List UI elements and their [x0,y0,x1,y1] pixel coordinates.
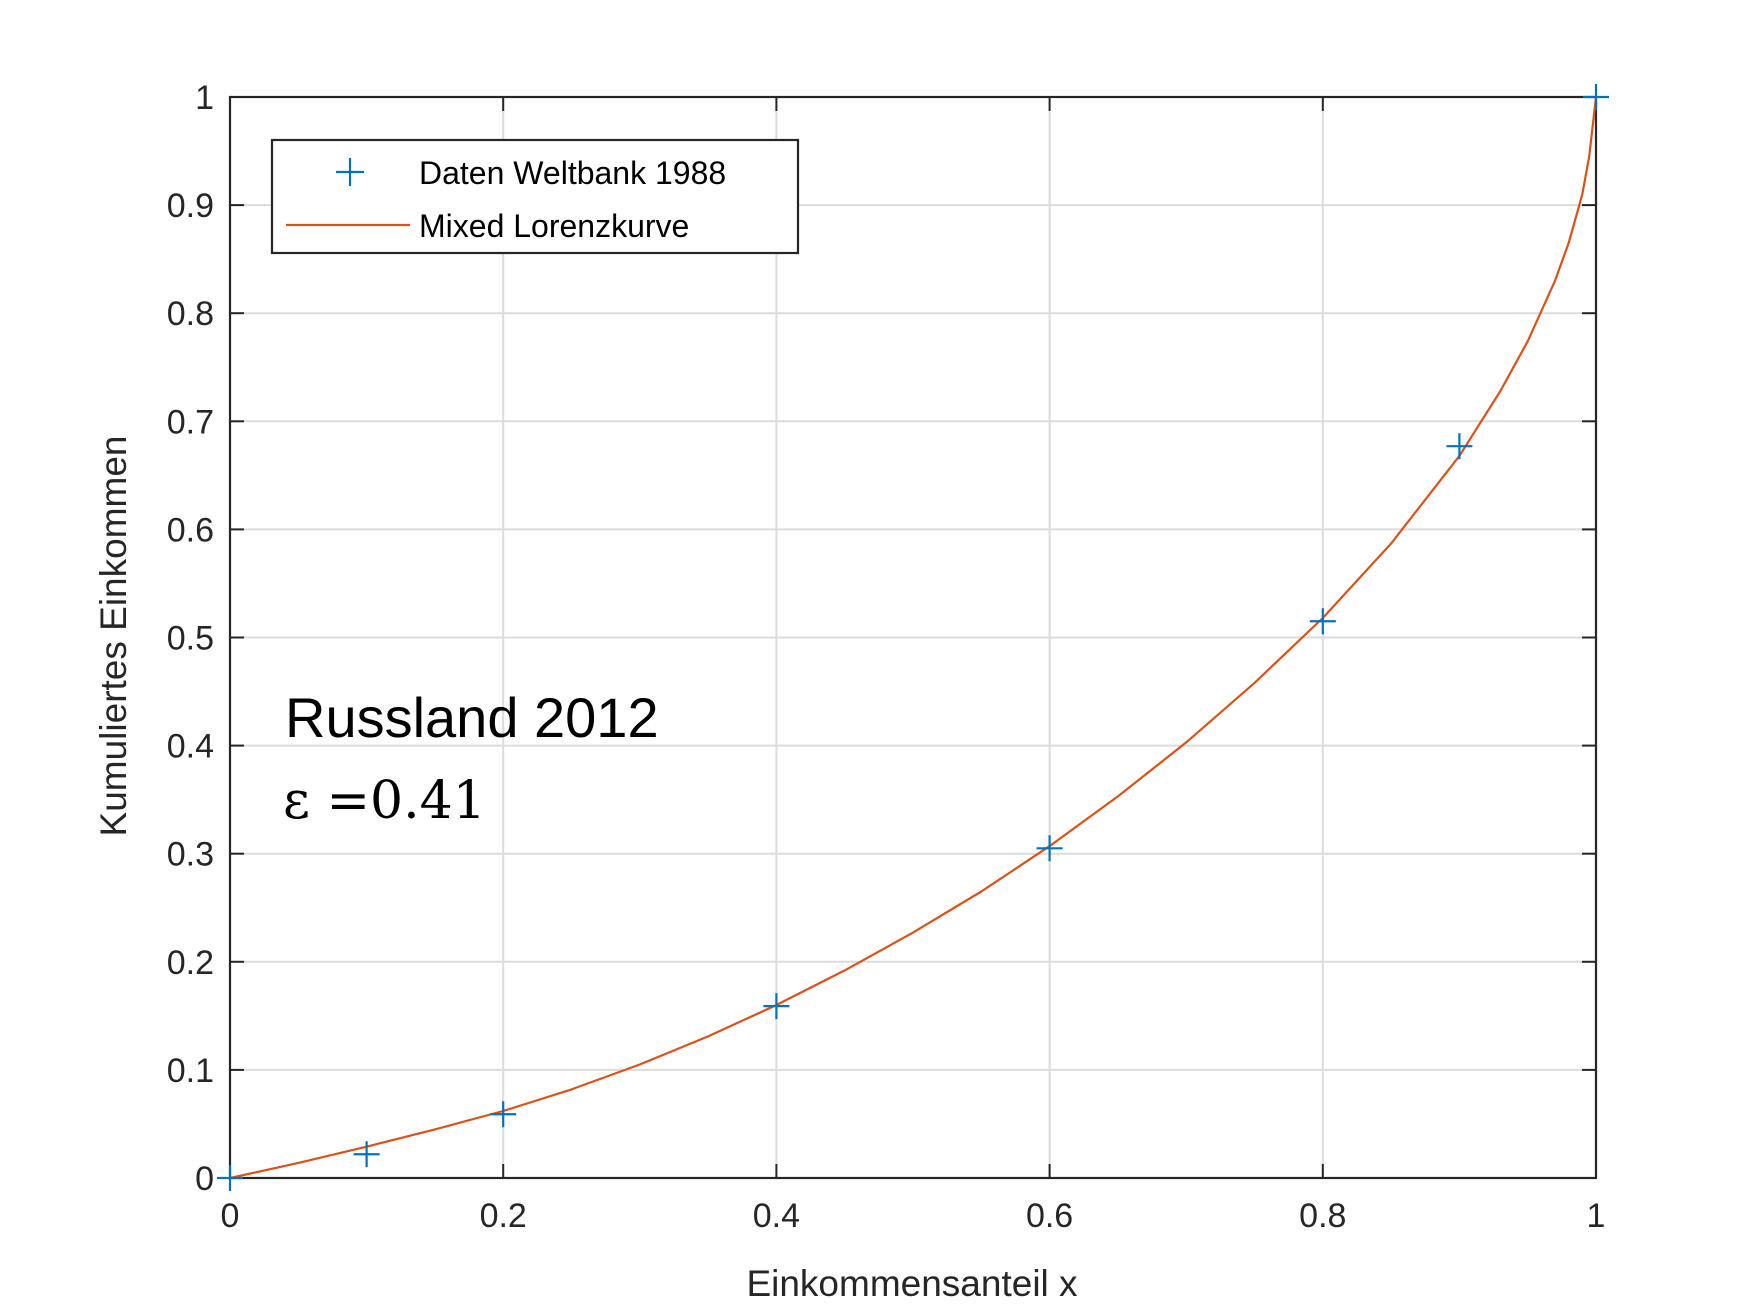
x-tick-label: 1 [1587,1197,1606,1235]
y-tick-label: 0.4 [167,728,214,766]
x-tick-label: 0.6 [1026,1197,1073,1235]
data-point-marker [490,1101,517,1128]
y-tick-label: 0.2 [167,944,214,982]
y-tick-label: 0.7 [167,403,214,441]
y-tick-label: 0.9 [167,187,214,225]
data-point-marker [353,1141,380,1168]
plot-area [217,84,1609,1191]
x-tick-label: 0.2 [480,1197,527,1235]
y-tick-label: 0.1 [167,1052,214,1090]
axes [228,95,1598,1180]
y-tick-label: 0 [195,1160,214,1198]
annotation-title: Russland 2012 [285,686,659,749]
y-tick-label: 1 [195,79,214,117]
legend-marker-data [336,158,364,186]
data-point-marker [1036,835,1063,862]
axes-box [228,95,1598,1180]
data-point-marker [1583,84,1609,110]
series-line-mixed-lorenzkurve [229,96,1598,1180]
legend-label-curve: Mixed Lorenzkurve [419,208,689,244]
y-axis-label: Kumuliertes Einkommen [93,436,134,837]
annotation-epsilon: ε =0.41 [283,771,486,831]
y-tick-label: 0.3 [167,836,214,874]
legend: Daten Weltbank 1988 Mixed Lorenzkurve [270,138,800,255]
data-point-marker [1309,608,1336,635]
legend-box [270,138,800,255]
x-tick-label: 0 [221,1197,240,1235]
legend-label-data: Daten Weltbank 1988 [419,155,726,191]
x-tick-labels: 0 0.2 0.4 0.6 0.8 1 [221,1197,1606,1235]
x-tick-label: 0.8 [1299,1197,1346,1235]
x-tick-label: 0.4 [753,1197,800,1235]
y-tick-label: 0.5 [167,620,214,658]
y-tick-labels: 0 0.1 0.2 0.3 0.4 0.5 0.6 0.7 0.8 0.9 1 [167,79,214,1198]
y-tick-label: 0.6 [167,511,214,549]
data-point-marker [1446,433,1473,460]
y-tick-label: 0.8 [167,295,214,333]
data-point-marker [217,1165,243,1191]
x-axis-label: Einkommensanteil x [746,1263,1078,1304]
data-point-marker [763,993,790,1020]
